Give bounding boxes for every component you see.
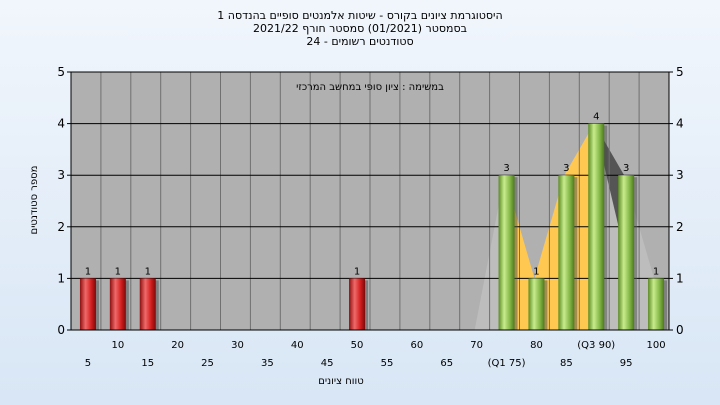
bar: [648, 278, 665, 330]
bar: [588, 123, 605, 330]
y-tick-label-left: 2: [57, 220, 65, 234]
x-tick-label: 50: [351, 340, 364, 351]
x-axis-label: טווח ציונים: [318, 376, 363, 387]
x-tick-label: 10: [111, 340, 124, 351]
bar: [79, 278, 96, 330]
bar-data-label: 1: [653, 266, 659, 277]
x-tick-label: 5: [85, 358, 91, 369]
y-tick-label-right: 2: [676, 220, 684, 234]
bar: [498, 175, 515, 330]
x-tick-label: 40: [291, 340, 304, 351]
x-tick-label: 80: [530, 340, 543, 351]
y-tick-label-left: 0: [57, 323, 65, 337]
y-tick-label-right: 0: [676, 323, 684, 337]
chart-annotation: במשימה : ציון סופי במחשב המרכזי: [296, 82, 444, 93]
x-tick-label: 25: [201, 358, 214, 369]
bar-data-label: 1: [145, 266, 151, 277]
y-tick-label-right: 5: [676, 65, 684, 79]
x-tick-label: 85: [560, 358, 573, 369]
axes: 0 01 12 23 34 45 5510152025303540455055606570(…: [57, 65, 683, 369]
grid-lines: [70, 71, 670, 331]
bar-data-label: 4: [593, 112, 599, 123]
bar: [618, 175, 635, 330]
y-tick-label-right: 1: [676, 271, 684, 285]
bar: [139, 278, 156, 330]
x-tick-label: 70: [470, 340, 483, 351]
y-tick-label-left: 3: [57, 168, 65, 182]
x-tick-label: 55: [381, 358, 394, 369]
bar: [349, 278, 366, 330]
x-tick-label: 95: [620, 358, 633, 369]
x-tick-label: (Q1 75): [488, 358, 526, 369]
y-tick-label-left: 5: [57, 65, 65, 79]
bars: [79, 123, 668, 330]
x-tick-label: 20: [171, 340, 184, 351]
x-tick-label: 15: [141, 358, 154, 369]
y-tick-label-left: 1: [57, 271, 65, 285]
bar-data-label: 1: [85, 266, 91, 277]
chart-titles: היסטוגרמת ציונים בקורס - שיטות אלמנטים ס…: [0, 9, 720, 48]
chart-title-line-2: בסמסטר (01/2021) סמסטר חורף 2021/22: [253, 22, 467, 35]
bar-data-label: 3: [623, 163, 629, 174]
bar: [558, 175, 575, 330]
chart-title-line-1: היסטוגרמת ציונים בקורס - שיטות אלמנטים ס…: [217, 9, 503, 22]
bar-data-label: 3: [563, 163, 569, 174]
x-tick-label: 45: [321, 358, 334, 369]
bar-data-label: 1: [354, 266, 360, 277]
y-tick-label-left: 4: [57, 117, 65, 131]
bar: [109, 278, 126, 330]
chart-title-line-3: סטודנטים רשומים - 24: [306, 35, 414, 48]
y-tick-label-right: 4: [676, 117, 684, 131]
bar-data-label: 3: [503, 163, 509, 174]
x-tick-label: 35: [261, 358, 274, 369]
y-axis-label: מספר סטודנטים: [29, 166, 40, 235]
data-labels: 1 1 1 1 3 1 3 4 3 1: [85, 112, 659, 278]
x-tick-label: 65: [440, 358, 453, 369]
y-tick-label-right: 3: [676, 168, 684, 182]
bar: [528, 278, 545, 330]
x-tick-label: (Q3 90): [577, 340, 615, 351]
x-tick-label: 30: [231, 340, 244, 351]
x-tick-label: 60: [410, 340, 423, 351]
bar-data-label: 1: [115, 266, 121, 277]
x-tick-label: 100: [647, 340, 666, 351]
bar-data-label: 1: [533, 266, 539, 277]
